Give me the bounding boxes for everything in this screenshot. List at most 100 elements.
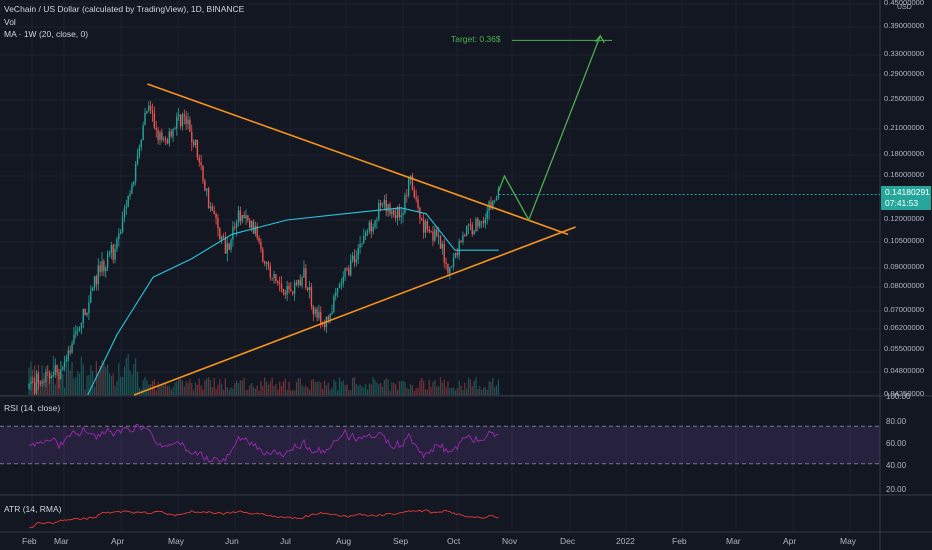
volume-bar: [54, 384, 56, 395]
candle-body: [484, 219, 487, 224]
candle-body: [181, 114, 184, 127]
volume-bar: [370, 384, 372, 395]
time-tick-label: Apr: [783, 536, 797, 546]
candle-body: [86, 313, 88, 316]
volume-bar: [170, 389, 172, 395]
candle-body: [329, 313, 331, 320]
volume-bar: [467, 377, 470, 395]
volume-bar: [62, 373, 64, 395]
candle-body: [265, 262, 268, 264]
volume-bar: [78, 373, 81, 395]
volume-bar: [381, 386, 384, 395]
candle-body: [84, 308, 86, 316]
volume-bar: [200, 385, 202, 395]
candle-body: [224, 237, 227, 254]
volume-bar: [454, 390, 457, 395]
candle-body: [340, 283, 343, 286]
volume-bar: [494, 387, 496, 395]
candle-body: [269, 266, 271, 278]
volume-bar: [176, 381, 178, 395]
candle-body: [387, 204, 389, 212]
volume-bar: [179, 379, 182, 395]
candle-body: [58, 372, 60, 380]
candle-body: [428, 229, 430, 232]
candle-body: [335, 292, 337, 296]
volume-bar: [307, 387, 309, 395]
volume-bar: [396, 389, 399, 395]
candle-body: [215, 213, 217, 219]
volume-bar: [75, 377, 77, 395]
candle-body: [194, 140, 197, 146]
candle-body: [465, 225, 468, 236]
volume-bar: [86, 375, 88, 395]
candle-body: [471, 224, 473, 235]
volume-bar: [398, 381, 400, 395]
price-tick-label: 0.39000000: [884, 21, 925, 30]
volume-bar: [194, 382, 197, 395]
candle-body: [196, 140, 199, 158]
volume-bar: [295, 382, 298, 395]
candle-body: [142, 125, 144, 141]
candle-body: [383, 199, 386, 206]
candle-body: [482, 221, 485, 224]
candle-body: [333, 295, 335, 313]
candle-body: [217, 218, 219, 229]
volume-bar: [393, 382, 395, 395]
volume-bar: [243, 377, 245, 395]
volume-bar: [84, 389, 86, 395]
candle-body: [327, 316, 329, 320]
candle-body: [348, 268, 350, 276]
volume-bar: [142, 380, 144, 395]
candle-body: [492, 200, 494, 209]
volume-bar: [125, 358, 127, 395]
volume-bar: [112, 373, 114, 395]
volume-bar: [224, 378, 227, 395]
volume-bar: [490, 382, 492, 395]
candle-body: [495, 197, 498, 201]
volume-bar: [146, 380, 148, 395]
volume-bar: [426, 389, 428, 395]
volume-bar: [447, 381, 449, 395]
price-tick-label: 0.09000000: [884, 262, 925, 271]
volume-bar: [202, 389, 204, 395]
price-tick-label: 0.25000000: [884, 94, 925, 103]
candle-body: [288, 285, 290, 290]
time-tick-label: Feb: [672, 536, 687, 546]
candle-body: [185, 116, 187, 124]
volume-bar: [92, 371, 94, 395]
volume-bar: [118, 362, 120, 395]
volume-bar: [279, 381, 281, 395]
rsi-tick-label: 20.00: [886, 485, 907, 494]
upper-trendline: [147, 83, 569, 236]
candle-body: [206, 188, 208, 191]
candle-body: [393, 210, 395, 216]
volume-bar: [389, 390, 391, 395]
candle-body: [256, 226, 258, 238]
candle-body: [417, 199, 419, 208]
volume-bar: [67, 358, 69, 395]
volume-bar: [312, 379, 314, 395]
volume-bar: [363, 387, 365, 395]
volume-bar: [477, 389, 479, 395]
price-tick-label: 0.06200000: [884, 323, 925, 332]
candle-body: [43, 381, 45, 383]
candle-body: [363, 236, 365, 244]
candle-body: [301, 277, 303, 286]
candle-body: [415, 197, 417, 200]
volume-bar: [97, 374, 99, 395]
candle-body: [419, 207, 421, 219]
volume-bar: [495, 385, 498, 395]
rsi-tick-label: 60.00: [886, 439, 907, 448]
candle-body: [434, 229, 436, 241]
time-tick-label: May: [168, 536, 185, 546]
volume-bar: [273, 385, 275, 395]
candle-body: [295, 282, 298, 285]
volume-bar: [331, 387, 333, 395]
projection-path: [498, 35, 601, 222]
candle-body: [424, 221, 427, 233]
candle-body: [71, 343, 73, 353]
volume-bar: [262, 385, 264, 395]
candle-body: [163, 138, 165, 140]
candle-body: [443, 243, 445, 263]
